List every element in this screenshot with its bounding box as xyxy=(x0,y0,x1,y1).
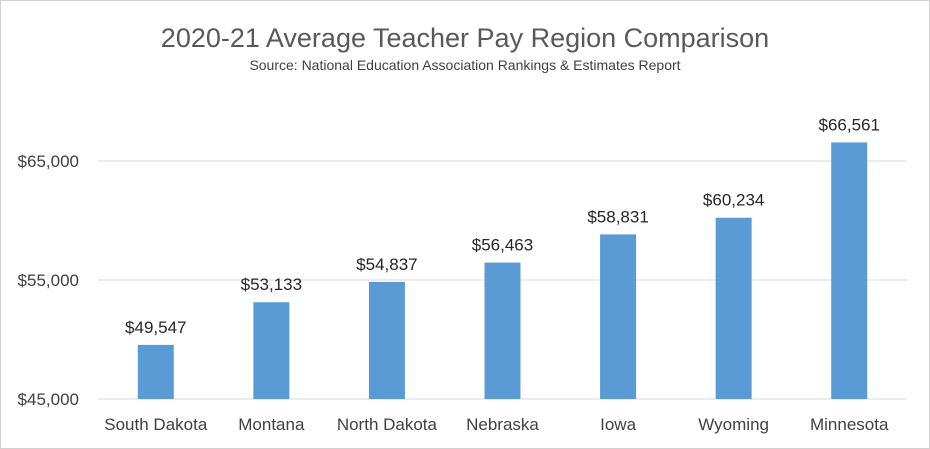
bar xyxy=(137,344,174,399)
x-tick-label: Montana xyxy=(238,415,305,434)
bar xyxy=(484,262,521,399)
x-tick-label: Wyoming xyxy=(698,415,769,434)
data-label: $56,463 xyxy=(472,236,533,255)
bar xyxy=(831,142,868,399)
y-axis-ticks: $45,000 $55,000 $65,000 xyxy=(18,152,79,409)
data-label: $53,133 xyxy=(241,275,302,294)
bar xyxy=(253,302,290,399)
bar xyxy=(715,217,752,399)
bar xyxy=(368,281,405,399)
data-label: $49,547 xyxy=(125,318,186,337)
data-label: $58,831 xyxy=(587,207,648,226)
chart-title: 2020-21 Average Teacher Pay Region Compa… xyxy=(161,23,769,53)
x-tick-label: North Dakota xyxy=(337,415,438,434)
x-tick-label: South Dakota xyxy=(104,415,208,434)
y-tick-label: $55,000 xyxy=(18,271,79,290)
y-tick-label: $45,000 xyxy=(18,390,79,409)
y-tick-label: $65,000 xyxy=(18,152,79,171)
data-label: $60,234 xyxy=(703,191,764,210)
x-axis-ticks: South Dakota Montana North Dakota Nebraska I… xyxy=(104,415,889,434)
x-tick-label: Minnesota xyxy=(810,415,889,434)
bars xyxy=(137,142,868,399)
chart-subtitle: Source: National Education Association R… xyxy=(249,57,680,73)
data-labels: $49,547 $53,133 $54,837 $56,463 $58,831 $60,2… xyxy=(125,115,880,336)
x-tick-label: Iowa xyxy=(600,415,636,434)
data-label: $54,837 xyxy=(356,255,417,274)
data-label: $66,561 xyxy=(818,115,879,134)
x-tick-label: Nebraska xyxy=(466,415,539,434)
bar xyxy=(600,234,637,399)
